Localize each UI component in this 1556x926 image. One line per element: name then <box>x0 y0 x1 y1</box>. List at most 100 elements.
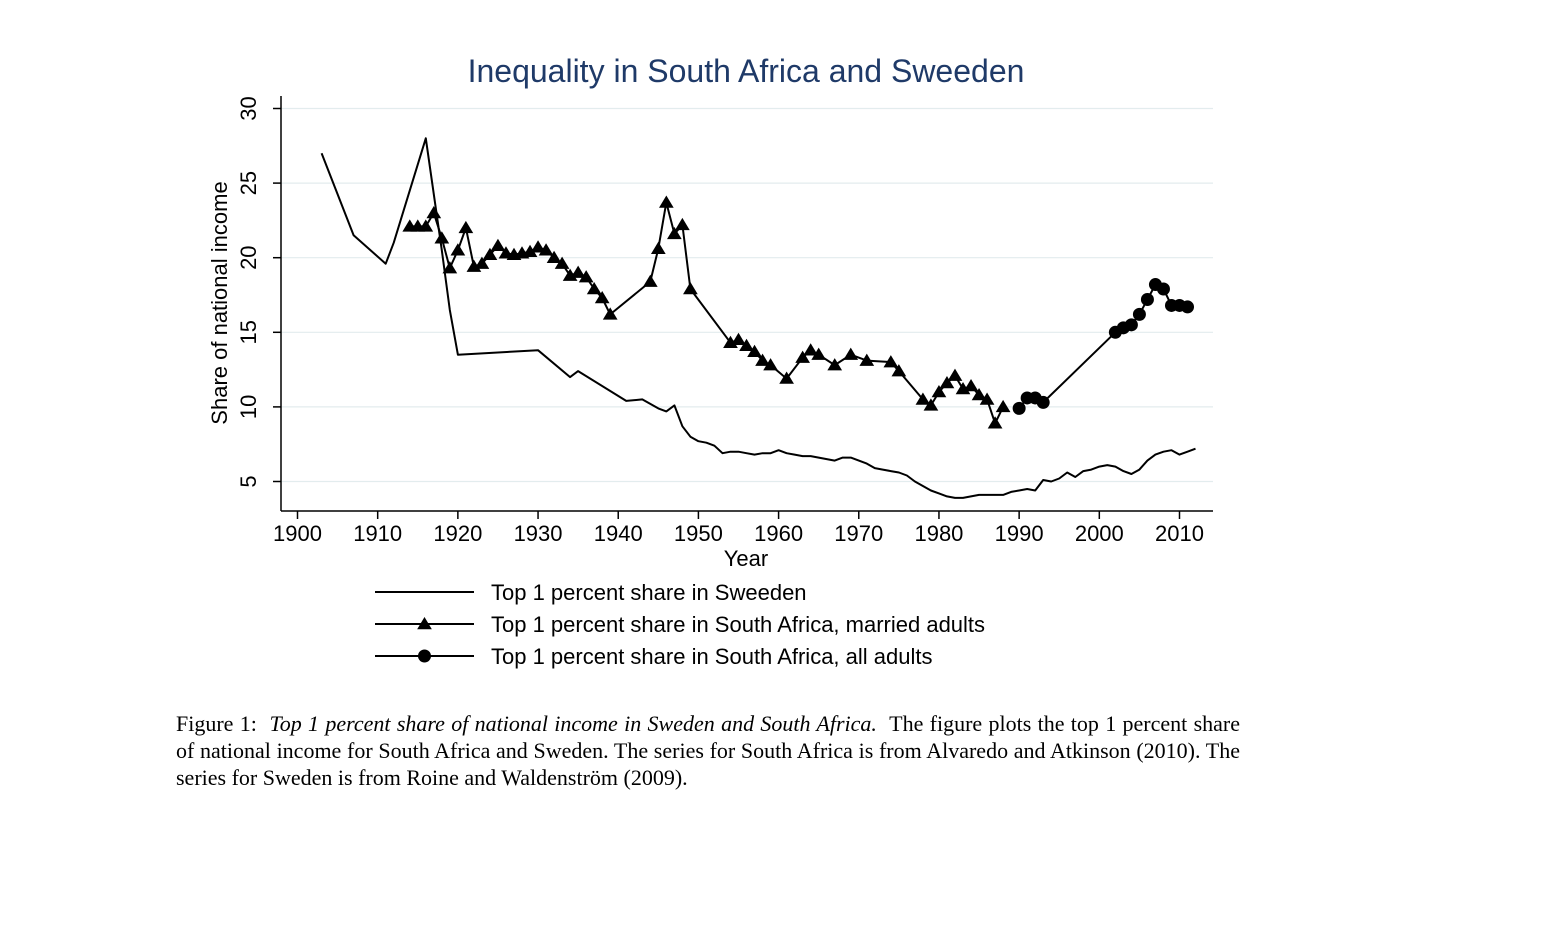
legend-item: Top 1 percent share in Sweeden <box>375 580 807 605</box>
chart-title: Inequality in South Africa and Sweeden <box>468 53 1025 89</box>
y-tick-label: 25 <box>236 171 261 195</box>
series-3 <box>1012 278 1195 415</box>
legend-item: Top 1 percent share in South Africa, mar… <box>375 612 985 637</box>
data-point-triangle <box>779 371 794 384</box>
series-line <box>409 201 1004 425</box>
data-point-triangle <box>763 358 778 371</box>
data-point-triangle <box>731 332 746 346</box>
legend-label: Top 1 percent share in South Africa, all… <box>491 644 932 669</box>
data-point-triangle <box>530 240 546 253</box>
data-point-circle <box>1181 300 1195 314</box>
data-point-circle <box>1012 401 1026 415</box>
data-point-triangle <box>827 358 843 371</box>
data-point-triangle <box>739 338 754 351</box>
data-point-triangle <box>442 261 458 274</box>
series-layer <box>320 137 1196 499</box>
x-tick-label: 2010 <box>1155 521 1204 546</box>
series-line <box>320 137 1196 499</box>
x-tick-label: 2000 <box>1075 521 1124 546</box>
data-point-triangle <box>939 376 955 389</box>
data-point-triangle <box>987 416 1003 429</box>
legend-marker-circle <box>418 649 431 663</box>
data-point-triangle <box>979 392 995 405</box>
x-tick-label: 1970 <box>834 521 883 546</box>
data-point-triangle <box>667 226 682 240</box>
data-point-triangle <box>490 238 506 252</box>
data-point-triangle <box>891 364 907 377</box>
data-point-triangle <box>923 398 939 411</box>
data-point-triangle <box>795 350 810 363</box>
data-point-triangle <box>971 387 987 401</box>
data-point-triangle <box>658 195 674 208</box>
data-point-circle <box>1124 318 1138 332</box>
gridlines <box>281 107 1213 483</box>
data-point-triangle <box>995 399 1011 413</box>
x-tick-label: 1980 <box>914 521 963 546</box>
x-axis-label: Year <box>724 546 768 571</box>
legend: Top 1 percent share in Sweeden Top 1 perc… <box>375 580 985 669</box>
data-point-triangle <box>474 256 490 269</box>
data-point-triangle <box>538 243 554 256</box>
y-tick-label: 15 <box>236 320 261 344</box>
data-point-triangle <box>578 270 594 283</box>
y-axis-label: Share of national income <box>207 181 232 424</box>
data-point-triangle <box>522 244 538 257</box>
data-point-triangle <box>947 368 963 381</box>
x-tick-label: 1910 <box>353 521 402 546</box>
data-point-triangle <box>434 231 450 244</box>
data-point-triangle <box>915 392 931 405</box>
data-point-triangle <box>859 353 875 366</box>
data-point-triangle <box>602 307 618 320</box>
x-tick-label: 1990 <box>995 521 1044 546</box>
y-tick-label: 30 <box>236 96 261 120</box>
x-tick-label: 1900 <box>273 521 322 546</box>
series-line <box>1018 283 1188 410</box>
data-point-triangle <box>650 241 666 254</box>
legend-label: Top 1 percent share in South Africa, mar… <box>491 612 985 637</box>
data-point-circle <box>1140 292 1154 306</box>
data-point-triangle <box>450 243 466 256</box>
legend-label: Top 1 percent share in Sweeden <box>491 580 807 605</box>
x-tick-label: 1950 <box>674 521 723 546</box>
x-tick-label: 1930 <box>514 521 563 546</box>
x-tick-label: 1940 <box>594 521 643 546</box>
series-1 <box>320 137 1196 499</box>
data-point-triangle <box>755 353 770 366</box>
data-point-triangle <box>747 344 762 357</box>
data-point-triangle <box>594 290 610 304</box>
data-point-triangle <box>554 256 570 269</box>
data-point-triangle <box>458 220 474 234</box>
data-point-triangle <box>642 274 658 287</box>
data-point-triangle <box>570 265 586 278</box>
y-tick-label: 20 <box>236 245 261 269</box>
x-tick-label: 1920 <box>433 521 482 546</box>
axes: 5 10 15 20 25 30 1900 1910 1920 1930 1940 1950 1960 1… <box>236 96 1213 546</box>
data-point-triangle <box>843 347 859 360</box>
x-tick-label: 1960 <box>754 521 803 546</box>
data-point-triangle <box>586 282 602 295</box>
figure-caption: Figure 1: Top 1 percent share of nationa… <box>176 710 1240 791</box>
data-point-triangle <box>683 282 698 295</box>
caption-body: The figure plots the top 1 percent share… <box>176 711 1240 790</box>
data-point-circle <box>1036 395 1050 409</box>
data-point-triangle <box>482 247 498 260</box>
data-point-triangle <box>546 250 562 263</box>
data-point-triangle <box>883 355 899 368</box>
data-point-triangle <box>811 347 827 360</box>
data-point-triangle <box>426 205 442 219</box>
data-point-circle <box>1156 282 1170 296</box>
series-2 <box>402 195 1011 429</box>
legend-marker-triangle <box>417 617 432 630</box>
data-point-triangle <box>675 217 690 231</box>
y-tick-label: 10 <box>236 395 261 419</box>
caption-label: Figure 1: <box>176 711 257 736</box>
data-point-triangle <box>931 384 947 398</box>
caption-title: Top 1 percent share of national income i… <box>269 711 877 736</box>
data-point-triangle <box>963 379 979 392</box>
legend-item: Top 1 percent share in South Africa, all… <box>375 644 932 669</box>
data-point-triangle <box>418 219 434 232</box>
y-tick-label: 5 <box>236 475 261 487</box>
data-point-triangle <box>803 343 819 356</box>
data-point-circle <box>1132 307 1146 321</box>
